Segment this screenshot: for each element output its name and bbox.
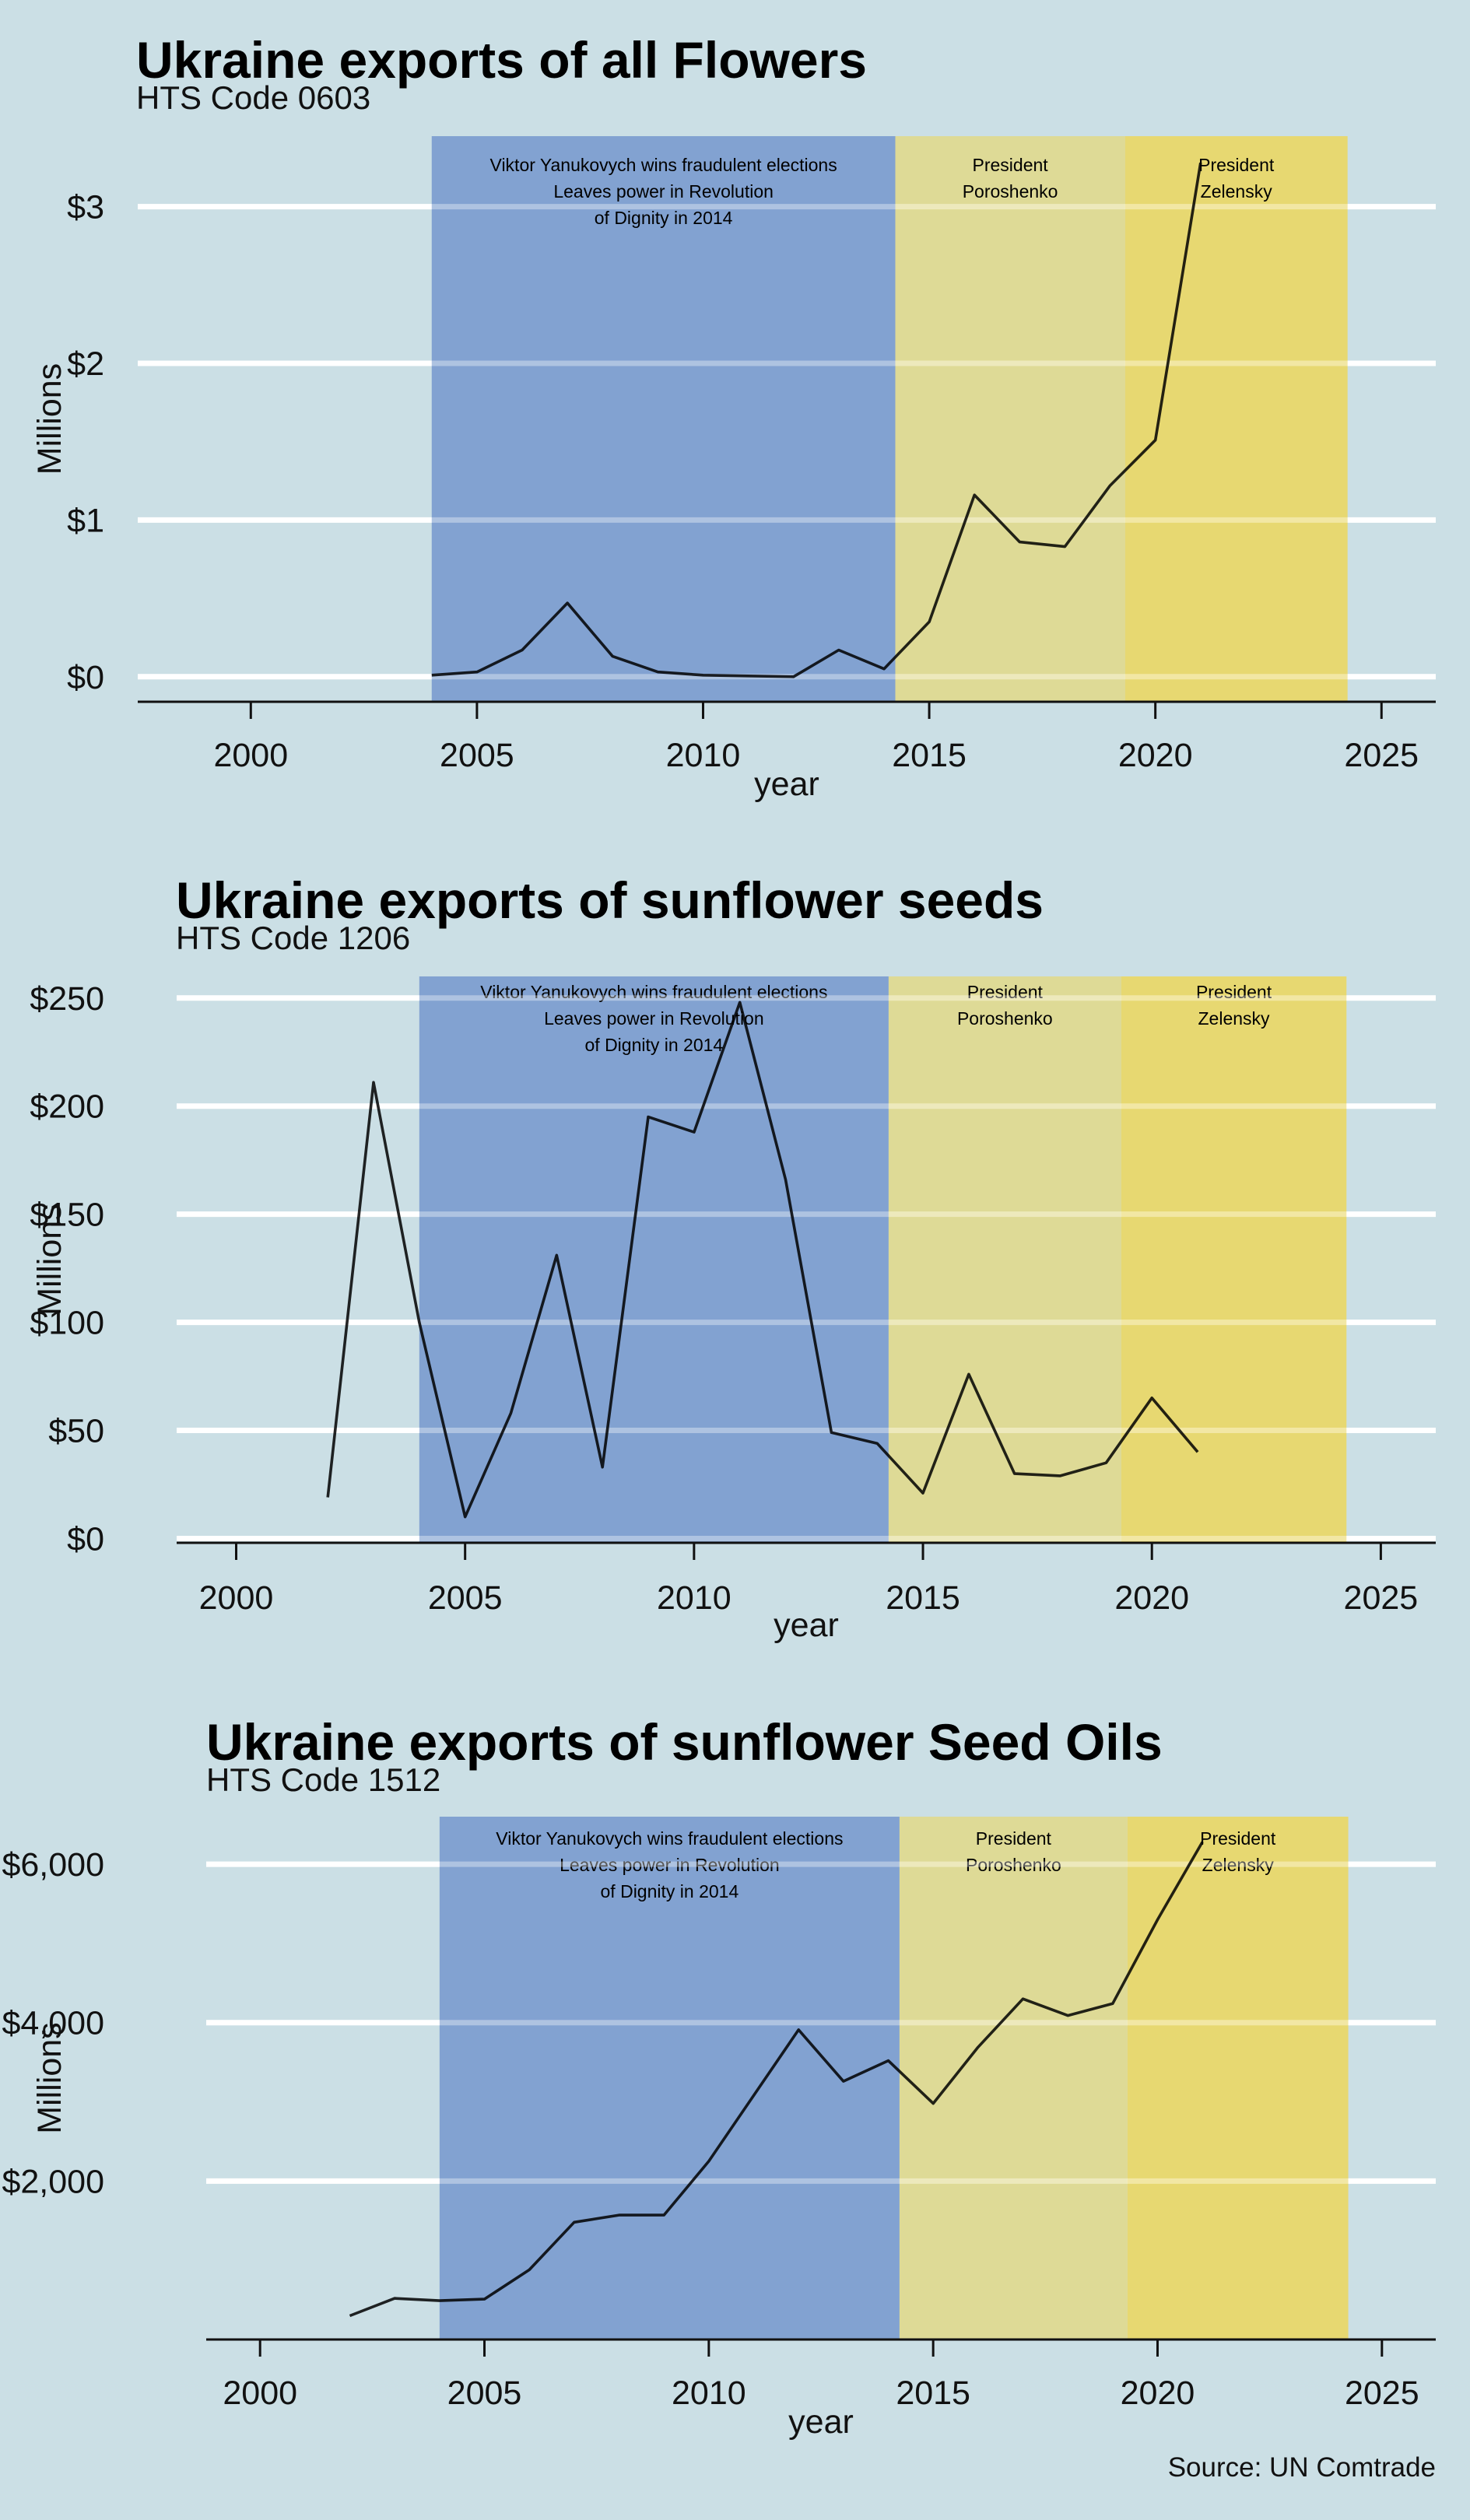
period-annotation: Zelensky xyxy=(1201,181,1273,202)
period-annotation: of Dignity in 2014 xyxy=(601,1881,739,1901)
y-tick-label: $2 xyxy=(67,345,104,383)
period-band xyxy=(439,1817,900,2339)
x-tick-label: 2010 xyxy=(672,2375,746,2412)
period-annotation: President xyxy=(967,982,1044,1002)
period-annotation: Viktor Yanukovych wins fraudulent electi… xyxy=(480,982,827,1002)
y-tick-label: $4,000 xyxy=(2,2005,104,2042)
y-tick-label: $200 xyxy=(30,1088,104,1126)
y-tick-label: $0 xyxy=(67,1520,104,1558)
series-line xyxy=(431,162,1202,678)
x-tick-label: 2020 xyxy=(1118,737,1193,774)
y-tick-label: $100 xyxy=(30,1305,104,1342)
x-tick-label: 2005 xyxy=(447,2375,522,2412)
period-annotation: Poroshenko xyxy=(966,1855,1061,1875)
period-annotation: President xyxy=(1196,982,1272,1002)
period-annotation: Leaves power in Revolution xyxy=(544,1008,764,1029)
chart-title: Ukraine exports of all Flowers xyxy=(136,31,867,89)
period-annotation: Poroshenko xyxy=(963,181,1058,202)
period-annotation: Poroshenko xyxy=(957,1008,1053,1029)
y-tick-label: $150 xyxy=(30,1197,104,1234)
chart-panel-3: Ukraine exports of sunflower Seed OilsHT… xyxy=(2,1713,1436,2441)
period-annotation: of Dignity in 2014 xyxy=(585,1035,724,1055)
x-tick-label: 2015 xyxy=(892,737,967,774)
series-line xyxy=(349,1841,1204,2318)
x-tick-label: 2025 xyxy=(1345,2375,1419,2412)
period-annotation: President xyxy=(973,155,1049,175)
x-tick-label: 2005 xyxy=(428,1579,503,1617)
period-annotation: Viktor Yanukovych wins fraudulent electi… xyxy=(490,155,837,175)
x-tick-label: 2010 xyxy=(666,737,741,774)
chart-subtitle: HTS Code 1206 xyxy=(176,920,410,956)
y-axis-label: Millions xyxy=(31,363,68,475)
source-caption: Source: UN Comtrade xyxy=(1168,2452,1436,2483)
period-band xyxy=(1124,136,1348,702)
period-annotation: Leaves power in Revolution xyxy=(553,181,774,202)
period-band xyxy=(431,136,896,702)
y-tick-label: $1 xyxy=(67,502,104,539)
period-annotation: President xyxy=(976,1828,1052,1849)
x-axis-label: year xyxy=(754,766,819,803)
period-band xyxy=(419,976,889,1543)
y-tick-label: $250 xyxy=(30,980,104,1018)
y-axis-label: Millions xyxy=(31,2022,68,2133)
period-band xyxy=(1121,976,1347,1543)
period-annotation: Zelensky xyxy=(1198,1008,1271,1029)
x-tick-label: 2020 xyxy=(1121,2375,1195,2412)
x-tick-label: 2000 xyxy=(213,737,288,774)
chart-title: Ukraine exports of sunflower Seed Oils xyxy=(206,1713,1163,1771)
chart-subtitle: HTS Code 0603 xyxy=(136,79,370,116)
period-band xyxy=(888,976,1121,1543)
y-tick-label: $6,000 xyxy=(2,1846,104,1884)
chart-title: Ukraine exports of sunflower seeds xyxy=(176,871,1044,929)
period-band xyxy=(899,1817,1128,2339)
x-tick-label: 2000 xyxy=(199,1579,274,1617)
y-tick-label: $50 xyxy=(48,1413,104,1450)
series-line xyxy=(326,1001,1199,1519)
period-annotation: President xyxy=(1198,155,1275,175)
period-annotation: of Dignity in 2014 xyxy=(595,208,733,228)
y-tick-label: $2,000 xyxy=(2,2163,104,2200)
y-tick-label: $3 xyxy=(67,189,104,226)
x-tick-label: 2010 xyxy=(657,1579,731,1617)
x-axis-label: year xyxy=(774,1607,839,1644)
period-annotation: Leaves power in Revolution xyxy=(560,1855,780,1875)
x-tick-label: 2020 xyxy=(1114,1579,1189,1617)
x-tick-label: 2005 xyxy=(440,737,514,774)
x-tick-label: 2025 xyxy=(1344,737,1419,774)
chart-subtitle: HTS Code 1512 xyxy=(206,1761,440,1798)
period-annotation: Zelensky xyxy=(1202,1855,1275,1875)
y-tick-label: $0 xyxy=(67,659,104,696)
period-annotation: President xyxy=(1200,1828,1276,1849)
x-axis-label: year xyxy=(788,2403,854,2441)
period-band xyxy=(1127,1817,1349,2339)
x-tick-label: 2025 xyxy=(1344,1579,1419,1617)
x-tick-label: 2015 xyxy=(896,2375,970,2412)
y-axis-label: Millions xyxy=(31,1204,68,1315)
x-tick-label: 2015 xyxy=(886,1579,960,1617)
period-annotation: Viktor Yanukovych wins fraudulent electi… xyxy=(496,1828,843,1849)
x-tick-label: 2000 xyxy=(223,2375,297,2412)
